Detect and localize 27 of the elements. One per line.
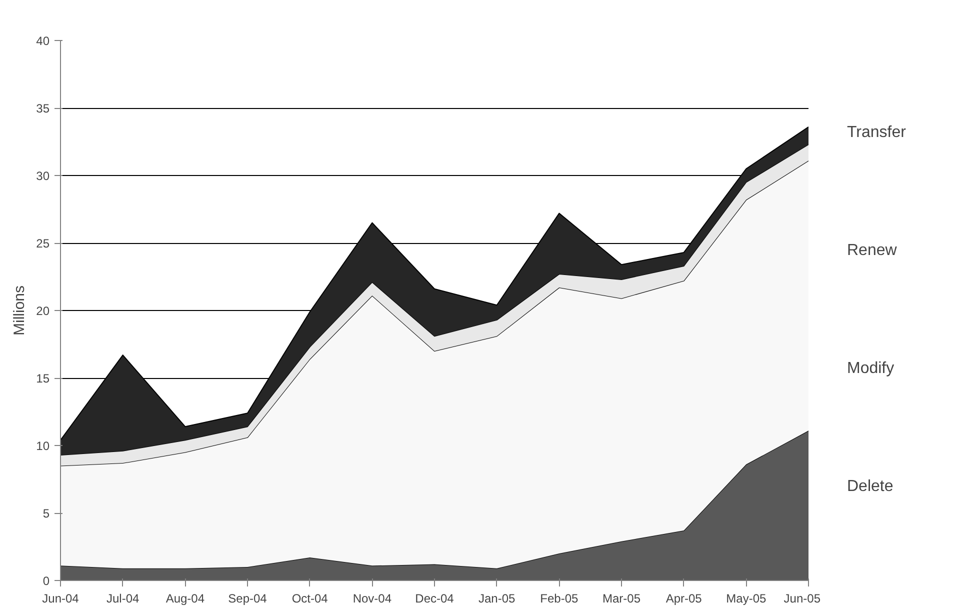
x-tick-label: Jul-04 bbox=[106, 592, 140, 606]
x-tick-label: Jun-05 bbox=[784, 592, 821, 606]
x-tick-label: Feb-05 bbox=[540, 592, 579, 606]
text: Delete bbox=[847, 477, 894, 497]
y-tick-label: 40 bbox=[36, 34, 50, 48]
y-tick-label: 20 bbox=[36, 304, 50, 318]
y-tick-label: 5 bbox=[42, 506, 50, 520]
y-tick-label: 35 bbox=[36, 102, 50, 116]
text: Renew bbox=[847, 241, 897, 261]
y-tick-label: 25 bbox=[36, 236, 50, 250]
x-tick-label: May-05 bbox=[726, 592, 766, 606]
x-tick-label: Jan-05 bbox=[478, 592, 516, 606]
y-tick-label: 15 bbox=[36, 372, 50, 386]
y-tick-label: 0 bbox=[42, 574, 50, 588]
x-tick-label: Nov-04 bbox=[352, 592, 392, 606]
x-tick-label: Mar-05 bbox=[602, 592, 641, 606]
y-tick-label: 30 bbox=[36, 169, 50, 183]
text: Modify bbox=[847, 359, 894, 379]
y-tick-label: 10 bbox=[36, 439, 50, 453]
x-tick-label: Jun-04 bbox=[42, 592, 80, 606]
text: Transfer bbox=[847, 123, 906, 143]
x-tick-label: Apr-05 bbox=[666, 592, 702, 606]
x-tick-label: Oct-04 bbox=[292, 592, 328, 606]
y-axis-title: Millions bbox=[11, 285, 28, 336]
x-tick-label: Dec-04 bbox=[415, 592, 454, 606]
x-tick-label: Sep-04 bbox=[228, 592, 268, 606]
x-tick-label: Aug-04 bbox=[166, 592, 205, 606]
